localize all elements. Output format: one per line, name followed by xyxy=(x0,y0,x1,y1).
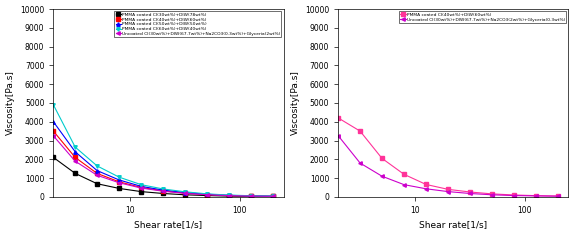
Uncoated CI(30wt%)+DIW(67.7wt%)+Na2CO3(0.3wt%)+Glyceria(2wt%) xyxy=(72,160,79,163)
Uncoated CI(30wt%)+DIW(67.7wt%)+Na2CO3(0.3wt%)+Glyceria(2wt%) xyxy=(203,193,210,196)
Uncoated CI(30wt%)+DIW(67.7wt%)+Na2CO3(2wt%)+Glyceria(0.3wt%) xyxy=(335,134,342,137)
PMMA coated CI(40wt%)+DIW(60wt%) xyxy=(356,130,363,133)
PMMA coated CI(50wt%)+DIW(50wt%) xyxy=(138,185,145,188)
PMMA coated CI(60wt%)+DIW(40wt%) xyxy=(160,188,166,190)
Uncoated CI(30wt%)+DIW(67.7wt%)+Na2CO3(0.3wt%)+Glyceria(2wt%) xyxy=(116,181,123,184)
Line: Uncoated CI(30wt%)+DIW(67.7wt%)+Na2CO3(2wt%)+Glyceria(0.3wt%): Uncoated CI(30wt%)+DIW(67.7wt%)+Na2CO3(2… xyxy=(336,134,560,198)
PMMA coated CI(40wt%)+DIW(60wt%) xyxy=(138,186,145,189)
PMMA coated CI(40wt%)+DIW(60wt%) xyxy=(247,195,254,197)
PMMA coated CI(30wt%)+DIW(78wt%) xyxy=(94,182,100,185)
PMMA coated CI(40wt%)+DIW(60wt%) xyxy=(378,157,385,160)
PMMA coated CI(50wt%)+DIW(50wt%) xyxy=(72,150,79,153)
PMMA coated CI(40wt%)+DIW(60wt%) xyxy=(203,193,210,196)
PMMA coated CI(40wt%)+DIW(60wt%) xyxy=(335,117,342,119)
Line: PMMA coated CI(60wt%)+DIW(40wt%): PMMA coated CI(60wt%)+DIW(40wt%) xyxy=(52,103,274,198)
PMMA coated CI(40wt%)+DIW(60wt%) xyxy=(445,188,452,191)
PMMA coated CI(60wt%)+DIW(40wt%) xyxy=(226,194,232,196)
PMMA coated CI(60wt%)+DIW(40wt%) xyxy=(181,190,188,193)
Line: PMMA coated CI(40wt%)+DIW(60wt%): PMMA coated CI(40wt%)+DIW(60wt%) xyxy=(336,116,560,198)
PMMA coated CI(60wt%)+DIW(40wt%) xyxy=(247,194,254,197)
PMMA coated CI(40wt%)+DIW(60wt%) xyxy=(72,156,79,159)
PMMA coated CI(30wt%)+DIW(78wt%) xyxy=(181,193,188,196)
Uncoated CI(30wt%)+DIW(67.7wt%)+Na2CO3(2wt%)+Glyceria(0.3wt%) xyxy=(554,195,561,198)
PMMA coated CI(40wt%)+DIW(60wt%) xyxy=(269,195,276,198)
Uncoated CI(30wt%)+DIW(67.7wt%)+Na2CO3(0.3wt%)+Glyceria(2wt%) xyxy=(94,174,100,177)
PMMA coated CI(50wt%)+DIW(50wt%) xyxy=(50,120,57,123)
PMMA coated CI(40wt%)+DIW(60wt%) xyxy=(181,192,188,195)
Uncoated CI(30wt%)+DIW(67.7wt%)+Na2CO3(2wt%)+Glyceria(0.3wt%) xyxy=(510,194,517,197)
Uncoated CI(30wt%)+DIW(67.7wt%)+Na2CO3(0.3wt%)+Glyceria(2wt%) xyxy=(50,134,57,137)
PMMA coated CI(50wt%)+DIW(50wt%) xyxy=(160,189,166,192)
PMMA coated CI(30wt%)+DIW(78wt%) xyxy=(269,195,276,198)
PMMA coated CI(60wt%)+DIW(40wt%) xyxy=(116,176,123,179)
Uncoated CI(30wt%)+DIW(67.7wt%)+Na2CO3(0.3wt%)+Glyceria(2wt%) xyxy=(226,194,232,197)
PMMA coated CI(30wt%)+DIW(78wt%) xyxy=(116,187,123,190)
Uncoated CI(30wt%)+DIW(67.7wt%)+Na2CO3(2wt%)+Glyceria(0.3wt%) xyxy=(445,190,452,193)
Uncoated CI(30wt%)+DIW(67.7wt%)+Na2CO3(2wt%)+Glyceria(0.3wt%) xyxy=(532,195,539,197)
PMMA coated CI(50wt%)+DIW(50wt%) xyxy=(269,195,276,198)
Line: PMMA coated CI(50wt%)+DIW(50wt%): PMMA coated CI(50wt%)+DIW(50wt%) xyxy=(52,120,274,198)
PMMA coated CI(50wt%)+DIW(50wt%) xyxy=(247,195,254,197)
PMMA coated CI(30wt%)+DIW(78wt%) xyxy=(226,195,232,198)
PMMA coated CI(50wt%)+DIW(50wt%) xyxy=(226,194,232,197)
PMMA coated CI(50wt%)+DIW(50wt%) xyxy=(203,193,210,196)
Uncoated CI(30wt%)+DIW(67.7wt%)+Na2CO3(0.3wt%)+Glyceria(2wt%) xyxy=(181,192,188,195)
Legend: PMMA coated CI(30wt%)+DIW(78wt%), PMMA coated CI(40wt%)+DIW(60wt%), PMMA coated : PMMA coated CI(30wt%)+DIW(78wt%), PMMA c… xyxy=(114,11,281,37)
X-axis label: Shear rate[1/s]: Shear rate[1/s] xyxy=(134,220,203,229)
Uncoated CI(30wt%)+DIW(67.7wt%)+Na2CO3(2wt%)+Glyceria(0.3wt%) xyxy=(488,193,495,196)
PMMA coated CI(60wt%)+DIW(40wt%) xyxy=(94,164,100,167)
Uncoated CI(30wt%)+DIW(67.7wt%)+Na2CO3(2wt%)+Glyceria(0.3wt%) xyxy=(378,175,385,178)
PMMA coated CI(60wt%)+DIW(40wt%) xyxy=(138,183,145,186)
PMMA coated CI(40wt%)+DIW(60wt%) xyxy=(401,173,408,176)
Uncoated CI(30wt%)+DIW(67.7wt%)+Na2CO3(0.3wt%)+Glyceria(2wt%) xyxy=(247,195,254,197)
PMMA coated CI(40wt%)+DIW(60wt%) xyxy=(226,194,232,197)
PMMA coated CI(30wt%)+DIW(78wt%) xyxy=(247,195,254,198)
Y-axis label: Viscosity[Pa.s]: Viscosity[Pa.s] xyxy=(6,70,14,135)
PMMA coated CI(50wt%)+DIW(50wt%) xyxy=(181,191,188,194)
PMMA coated CI(40wt%)+DIW(60wt%) xyxy=(50,130,57,133)
PMMA coated CI(40wt%)+DIW(60wt%) xyxy=(422,183,429,186)
PMMA coated CI(60wt%)+DIW(40wt%) xyxy=(203,192,210,195)
Uncoated CI(30wt%)+DIW(67.7wt%)+Na2CO3(2wt%)+Glyceria(0.3wt%) xyxy=(422,187,429,190)
PMMA coated CI(40wt%)+DIW(60wt%) xyxy=(160,189,166,192)
Uncoated CI(30wt%)+DIW(67.7wt%)+Na2CO3(2wt%)+Glyceria(0.3wt%) xyxy=(401,183,408,186)
Uncoated CI(30wt%)+DIW(67.7wt%)+Na2CO3(0.3wt%)+Glyceria(2wt%) xyxy=(160,190,166,193)
PMMA coated CI(40wt%)+DIW(60wt%) xyxy=(116,180,123,183)
PMMA coated CI(60wt%)+DIW(40wt%) xyxy=(50,103,57,106)
Uncoated CI(30wt%)+DIW(67.7wt%)+Na2CO3(0.3wt%)+Glyceria(2wt%) xyxy=(138,187,145,189)
PMMA coated CI(40wt%)+DIW(60wt%) xyxy=(488,192,495,195)
PMMA coated CI(40wt%)+DIW(60wt%) xyxy=(467,191,474,193)
Uncoated CI(30wt%)+DIW(67.7wt%)+Na2CO3(2wt%)+Glyceria(0.3wt%) xyxy=(467,192,474,195)
PMMA coated CI(30wt%)+DIW(78wt%) xyxy=(50,156,57,159)
Uncoated CI(30wt%)+DIW(67.7wt%)+Na2CO3(2wt%)+Glyceria(0.3wt%) xyxy=(356,162,363,164)
PMMA coated CI(30wt%)+DIW(78wt%) xyxy=(160,192,166,195)
PMMA coated CI(30wt%)+DIW(78wt%) xyxy=(72,172,79,175)
PMMA coated CI(40wt%)+DIW(60wt%) xyxy=(94,172,100,175)
PMMA coated CI(40wt%)+DIW(60wt%) xyxy=(510,194,517,196)
Line: Uncoated CI(30wt%)+DIW(67.7wt%)+Na2CO3(0.3wt%)+Glyceria(2wt%): Uncoated CI(30wt%)+DIW(67.7wt%)+Na2CO3(0… xyxy=(52,134,274,198)
PMMA coated CI(60wt%)+DIW(40wt%) xyxy=(269,195,276,198)
PMMA coated CI(40wt%)+DIW(60wt%) xyxy=(532,194,539,197)
PMMA coated CI(30wt%)+DIW(78wt%) xyxy=(203,194,210,197)
PMMA coated CI(50wt%)+DIW(50wt%) xyxy=(116,179,123,181)
PMMA coated CI(30wt%)+DIW(78wt%) xyxy=(138,190,145,193)
Line: PMMA coated CI(40wt%)+DIW(60wt%): PMMA coated CI(40wt%)+DIW(60wt%) xyxy=(52,129,274,198)
Line: PMMA coated CI(30wt%)+DIW(78wt%): PMMA coated CI(30wt%)+DIW(78wt%) xyxy=(52,156,274,198)
Uncoated CI(30wt%)+DIW(67.7wt%)+Na2CO3(0.3wt%)+Glyceria(2wt%) xyxy=(269,195,276,198)
PMMA coated CI(50wt%)+DIW(50wt%) xyxy=(94,169,100,172)
Y-axis label: Viscosity[Pa.s]: Viscosity[Pa.s] xyxy=(290,70,300,135)
Legend: PMMA coated CI(40wt%)+DIW(60wt%), Uncoated CI(30wt%)+DIW(67.7wt%)+Na2CO3(2wt%)+G: PMMA coated CI(40wt%)+DIW(60wt%), Uncoat… xyxy=(399,11,566,23)
PMMA coated CI(60wt%)+DIW(40wt%) xyxy=(72,146,79,149)
X-axis label: Shear rate[1/s]: Shear rate[1/s] xyxy=(420,220,487,229)
PMMA coated CI(40wt%)+DIW(60wt%) xyxy=(554,195,561,197)
